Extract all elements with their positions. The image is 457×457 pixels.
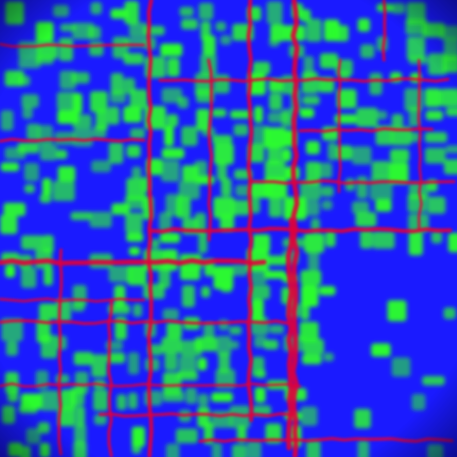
segmentation-canvas	[0, 0, 457, 457]
segmentation-map	[0, 0, 457, 457]
edge-vignette	[0, 0, 457, 457]
